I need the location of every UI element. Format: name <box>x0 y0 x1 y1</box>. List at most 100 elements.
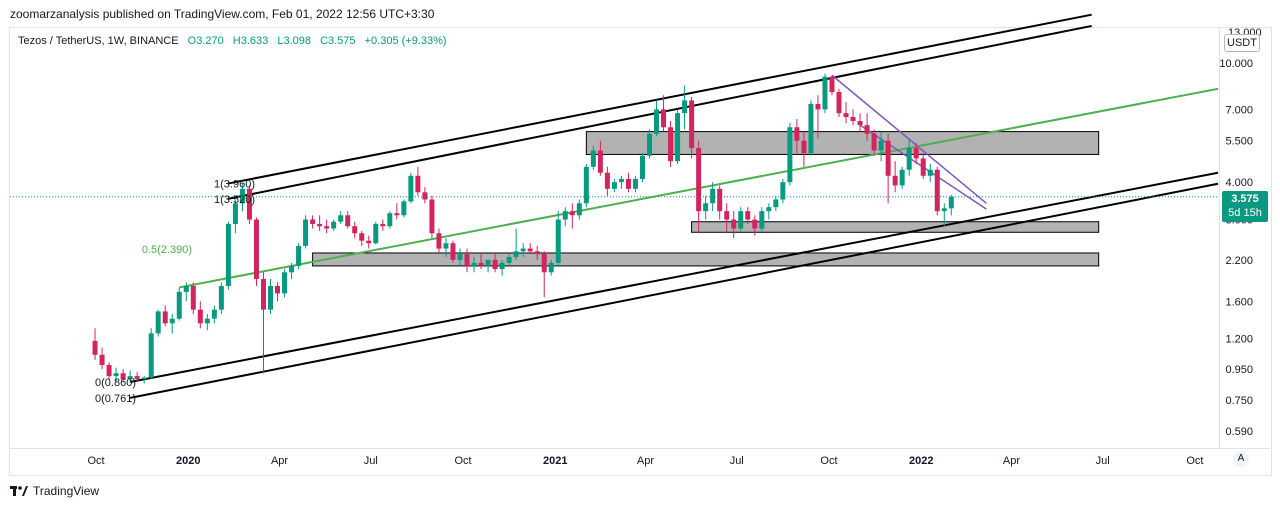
symbol-title[interactable]: Tezos / TetherUS, 1W, BINANCE <box>18 35 179 47</box>
candle <box>155 309 161 337</box>
candle-body <box>429 199 435 234</box>
candle-body <box>780 182 786 200</box>
candle <box>303 215 309 249</box>
candle <box>478 254 484 270</box>
time-tick-label: Apr <box>271 455 288 467</box>
annotation-label: 0(0.761) <box>95 393 136 405</box>
candles <box>92 73 954 384</box>
candle <box>120 369 126 383</box>
candle <box>815 95 821 139</box>
time-tick-label: Oct <box>454 455 471 467</box>
candle <box>331 219 337 231</box>
annotation-label: 1(3.960) <box>214 178 255 190</box>
candle-body <box>422 192 428 200</box>
candle <box>773 195 779 212</box>
candle <box>366 235 372 249</box>
candle-body <box>141 377 147 380</box>
chart-frame[interactable] <box>9 27 1272 476</box>
legend-close: C3.575 <box>320 35 356 47</box>
candle-body <box>282 272 288 294</box>
publisher-line: zoomarzanalysis published on TradingView… <box>10 7 435 21</box>
candle <box>324 219 330 234</box>
candle <box>485 259 491 273</box>
candle-body <box>268 285 273 310</box>
price-tick-label: 0.950 <box>1225 364 1253 376</box>
candle-body <box>731 219 737 229</box>
candle <box>689 96 695 159</box>
tradingview-logo[interactable]: TradingView <box>10 484 99 498</box>
candle-body <box>176 291 182 319</box>
candle-body <box>218 285 224 310</box>
candle <box>246 185 252 224</box>
candle <box>766 203 772 220</box>
candle <box>282 269 288 298</box>
candle <box>352 221 358 239</box>
candle-body <box>331 221 337 229</box>
candle <box>92 328 98 360</box>
candle <box>499 259 505 276</box>
candle <box>604 166 610 196</box>
candle <box>450 240 456 263</box>
candle-body <box>513 251 519 257</box>
time-tick-label: Apr <box>1003 455 1020 467</box>
candle-body <box>359 233 365 241</box>
tradingview-logo-icon <box>10 486 28 496</box>
candle <box>836 88 842 118</box>
candle <box>752 215 758 236</box>
candle-body <box>885 140 891 176</box>
price-tick-label: 5.500 <box>1225 136 1253 148</box>
candle-body <box>92 340 98 355</box>
currency-unit-button[interactable]: USDT <box>1224 34 1260 52</box>
candle-body <box>113 373 119 377</box>
candle-body <box>773 199 779 208</box>
candle <box>738 207 744 231</box>
legend-change: +0.305 (+9.33%) <box>364 35 447 47</box>
candle <box>555 211 561 266</box>
price-tick-label: 1.600 <box>1225 296 1253 308</box>
tradingview-brand: TradingView <box>33 484 100 498</box>
candle-body <box>618 178 624 183</box>
candle <box>239 183 245 212</box>
candle <box>394 203 400 220</box>
candle <box>850 109 856 126</box>
time-tick-label: Oct <box>820 455 837 467</box>
candle-body <box>906 148 912 170</box>
time-tick-label: Jul <box>364 455 378 467</box>
candle <box>211 305 217 324</box>
candle-body <box>920 158 926 176</box>
candle <box>787 123 793 186</box>
candle-body <box>611 182 617 189</box>
candle-body <box>625 178 631 189</box>
candle-body <box>520 248 526 252</box>
candle-body <box>654 109 660 134</box>
time-scale-divider <box>9 448 1270 449</box>
candle <box>183 282 189 302</box>
candle <box>106 362 112 381</box>
candle <box>562 207 568 227</box>
candle <box>913 143 919 164</box>
candle <box>429 195 435 239</box>
candle-body <box>717 188 723 212</box>
candle-body <box>871 133 877 151</box>
candle-body <box>457 254 463 260</box>
candle <box>654 100 660 137</box>
candle-body <box>303 219 309 246</box>
candle-body <box>352 226 358 234</box>
candle-body <box>394 213 400 216</box>
candle-body <box>127 376 133 380</box>
zone-2 <box>312 252 1100 267</box>
candle-body <box>338 215 344 222</box>
symbol-legend: Tezos / TetherUS, 1W, BINANCE O3.270 H3.… <box>18 35 453 47</box>
auto-scale-button[interactable]: A <box>1233 451 1249 467</box>
candle-body <box>211 309 217 319</box>
candle <box>597 140 603 176</box>
candle-body <box>752 219 758 229</box>
candle-body <box>464 254 470 266</box>
candle <box>745 207 751 224</box>
candle-body <box>941 208 947 212</box>
candle-body <box>310 219 316 224</box>
candle <box>422 187 428 204</box>
candle-body <box>387 213 393 227</box>
candle <box>668 121 674 167</box>
